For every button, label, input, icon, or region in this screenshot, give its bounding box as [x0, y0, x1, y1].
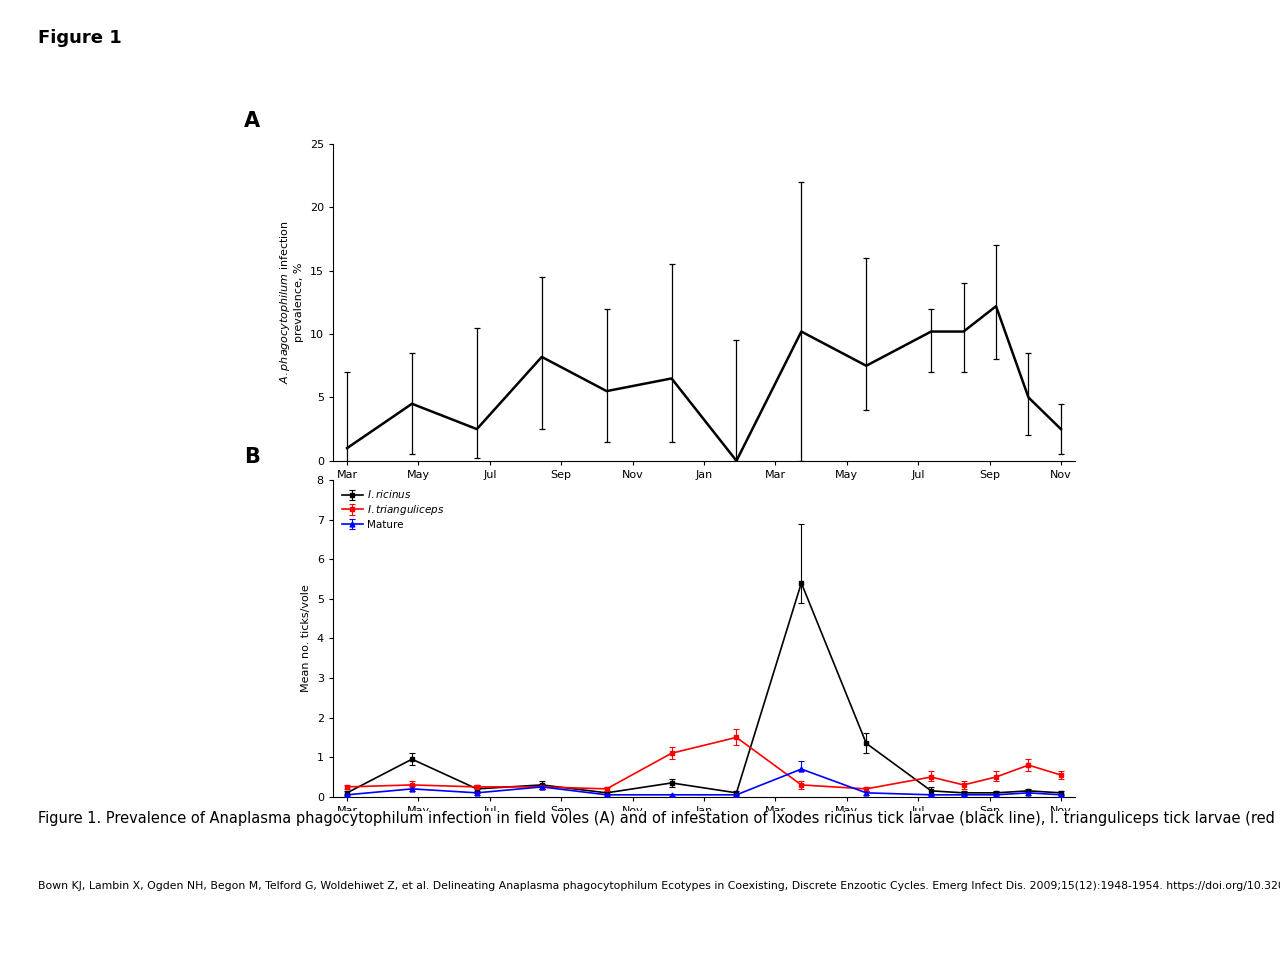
Text: A: A [243, 111, 260, 132]
Legend: $\it{I. ricinus}$, $\it{I. trianguliceps}$, Mature: $\it{I. ricinus}$, $\it{I. trianguliceps… [342, 489, 444, 530]
Text: Figure 1: Figure 1 [38, 29, 122, 47]
Y-axis label: Mean no. ticks/vole: Mean no. ticks/vole [301, 585, 311, 692]
Y-axis label: $\it{A. phagocytophilum}$ infection
prevalence, %: $\it{A. phagocytophilum}$ infection prev… [279, 221, 305, 384]
Text: Bown KJ, Lambin X, Ogden NH, Begon M, Telford G, Woldehiwet Z, et al. Delineatin: Bown KJ, Lambin X, Ogden NH, Begon M, Te… [38, 881, 1280, 891]
Text: B: B [243, 447, 260, 468]
Text: Figure 1. Prevalence of Anaplasma phagocytophilum infection in field voles (A) a: Figure 1. Prevalence of Anaplasma phagoc… [38, 811, 1280, 827]
